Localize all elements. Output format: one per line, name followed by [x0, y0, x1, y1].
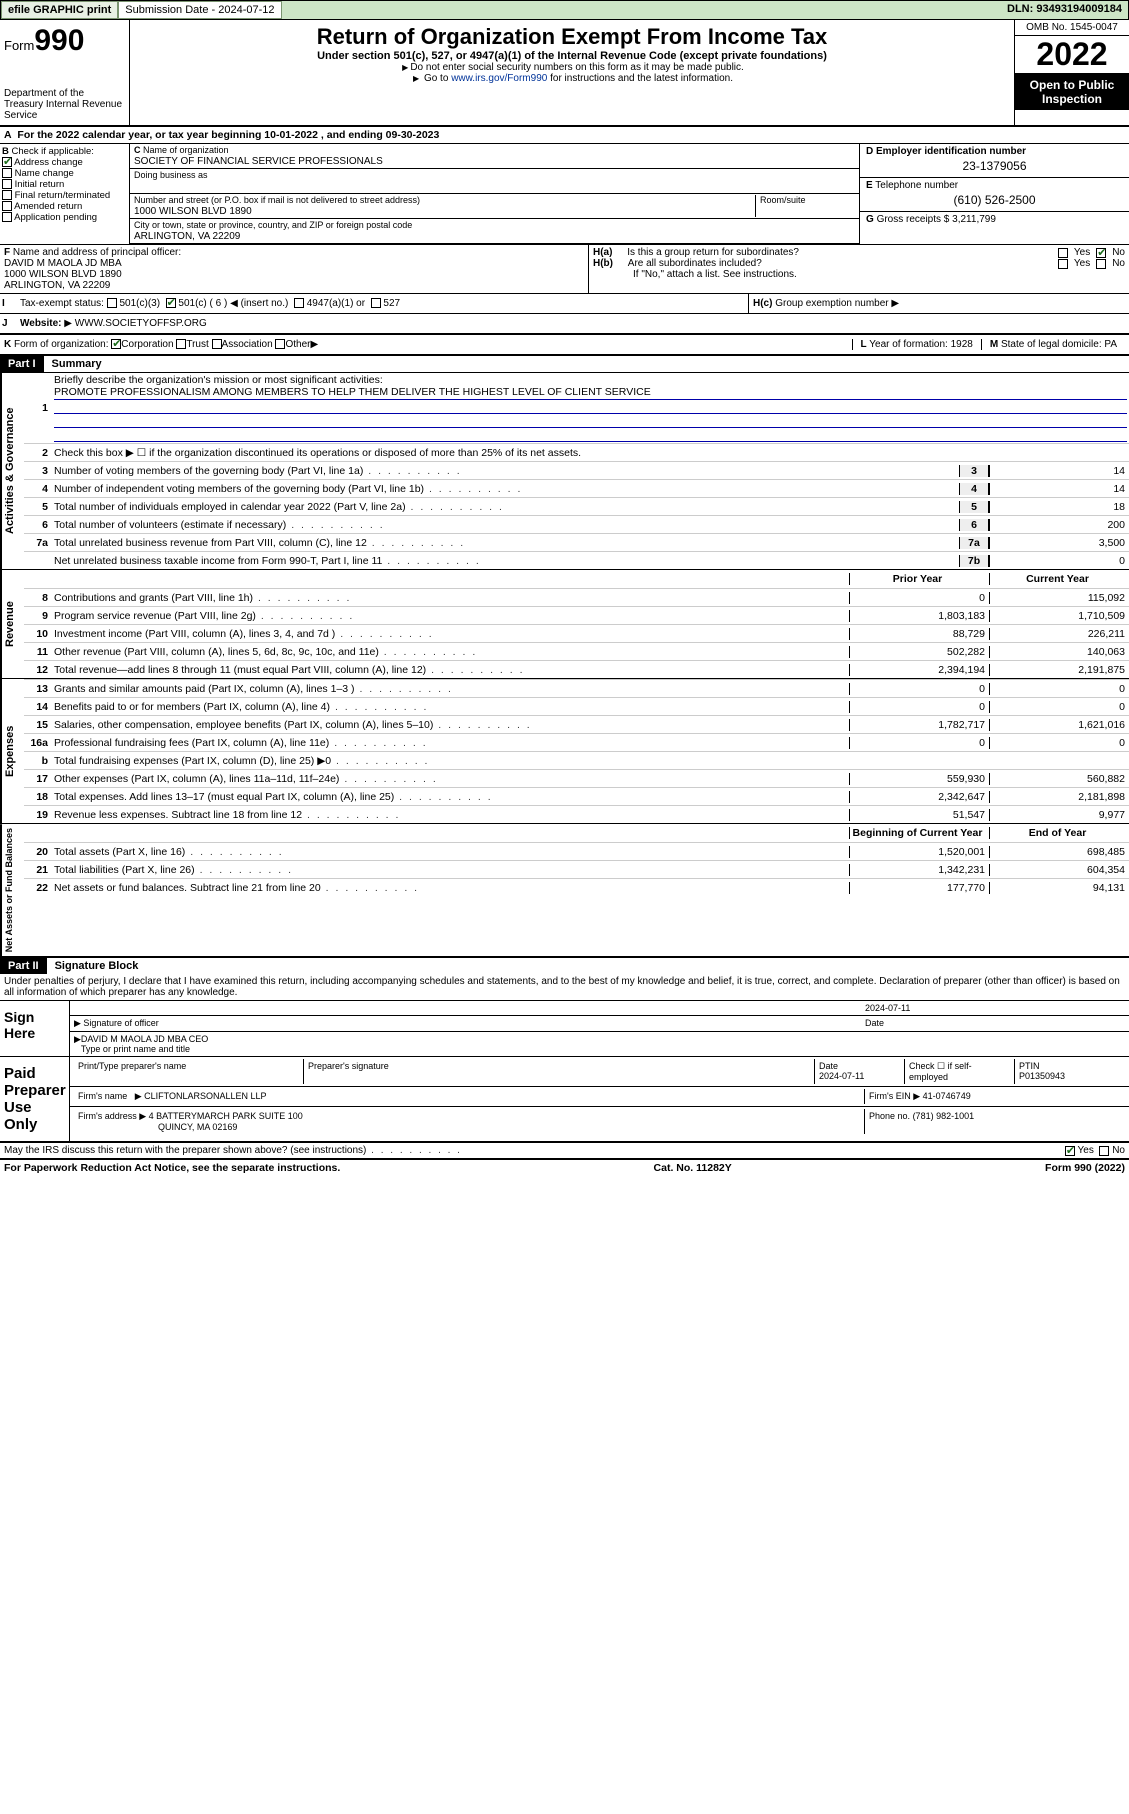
- checkbox-initial-return[interactable]: [2, 179, 12, 189]
- section-fh-row: F Name and address of principal officer:…: [0, 245, 1129, 294]
- side-governance: Activities & Governance: [0, 373, 24, 569]
- checkbox-hb-yes[interactable]: [1058, 259, 1068, 269]
- year-formation: 1928: [951, 339, 973, 350]
- checkbox-assoc[interactable]: [212, 339, 222, 349]
- section-d-right: D Employer identification number23-13790…: [859, 144, 1129, 244]
- officer-sig-name: DAVID M MAOLA JD MBA CEO: [81, 1034, 208, 1044]
- side-expenses: Expenses: [0, 679, 24, 823]
- ptin-value: P01350943: [1019, 1071, 1065, 1081]
- row-j: J Website: ▶ WWW.SOCIETYOFFSP.ORG: [0, 314, 1129, 335]
- website-value: WWW.SOCIETYOFFSP.ORG: [75, 318, 207, 329]
- ssn-warning: Do not enter social security numbers on …: [134, 62, 1010, 73]
- row-k: K Form of organization: Corporation Trus…: [0, 335, 1129, 356]
- org-city: ARLINGTON, VA 22209: [134, 231, 240, 242]
- checkbox-discuss-yes[interactable]: [1065, 1146, 1075, 1156]
- form-subtitle: Under section 501(c), 527, or 4947(a)(1)…: [134, 50, 1010, 62]
- org-street: 1000 WILSON BLVD 1890: [134, 206, 252, 217]
- section-bcd-row: B Check if applicable: Address change Na…: [0, 144, 1129, 245]
- row-i: I Tax-exempt status: 501(c)(3) 501(c) ( …: [0, 294, 1129, 314]
- checkbox-other[interactable]: [275, 339, 285, 349]
- top-toolbar: efile GRAPHIC print Submission Date - 20…: [0, 0, 1129, 20]
- part1-header-row: Part ISummary: [0, 356, 1129, 373]
- checkbox-501c3[interactable]: [107, 298, 117, 308]
- section-b-checkboxes: B Check if applicable: Address change Na…: [0, 144, 130, 244]
- side-netassets: Net Assets or Fund Balances: [0, 824, 24, 956]
- footer: For Paperwork Reduction Act Notice, see …: [0, 1158, 1129, 1176]
- firm-ein: 41-0746749: [923, 1091, 971, 1101]
- section-c-org: C Name of organizationSOCIETY OF FINANCI…: [130, 144, 859, 244]
- link-instructions: Go to www.irs.gov/Form990 for instructio…: [134, 73, 1010, 84]
- checkbox-app-pending[interactable]: [2, 212, 12, 222]
- irs-link[interactable]: www.irs.gov/Form990: [451, 73, 547, 84]
- state-domicile: PA: [1104, 339, 1117, 350]
- checkbox-527[interactable]: [371, 298, 381, 308]
- netassets-block: Net Assets or Fund Balances Beginning of…: [0, 824, 1129, 958]
- paid-preparer-block: Paid Preparer Use Only Print/Type prepar…: [0, 1056, 1129, 1142]
- governance-block: Activities & Governance 1Briefly describ…: [0, 373, 1129, 570]
- checkbox-address-change[interactable]: [2, 157, 12, 167]
- officer-name: DAVID M MAOLA JD MBA: [4, 258, 122, 269]
- tax-year: 2022: [1015, 36, 1129, 74]
- checkbox-final-return[interactable]: [2, 190, 12, 200]
- submission-date: Submission Date - 2024-07-12: [118, 1, 281, 19]
- checkbox-ha-no[interactable]: [1096, 248, 1106, 258]
- checkbox-ha-yes[interactable]: [1058, 248, 1068, 258]
- checkbox-name-change[interactable]: [2, 168, 12, 178]
- line-a-taxyear: A For the 2022 calendar year, or tax yea…: [0, 127, 1129, 144]
- phone-value: (610) 526-2500: [866, 191, 1123, 209]
- form-number: Form990: [4, 24, 125, 58]
- form-header: Form990 Department of the Treasury Inter…: [0, 20, 1129, 127]
- org-name: SOCIETY OF FINANCIAL SERVICE PROFESSIONA…: [134, 156, 383, 167]
- checkbox-hb-no[interactable]: [1096, 259, 1106, 269]
- checkbox-501c[interactable]: [166, 298, 176, 308]
- checkbox-corp[interactable]: [111, 339, 121, 349]
- ein-value: 23-1379056: [866, 157, 1123, 175]
- checkbox-4947[interactable]: [294, 298, 304, 308]
- checkbox-trust[interactable]: [176, 339, 186, 349]
- mission-text: PROMOTE PROFESSIONALISM AMONG MEMBERS TO…: [54, 386, 1127, 400]
- part2-header-row: Part IISignature Block: [0, 958, 1129, 974]
- perjury-declaration: Under penalties of perjury, I declare th…: [0, 974, 1129, 1000]
- firm-name: CLIFTONLARSONALLEN LLP: [144, 1091, 266, 1101]
- discuss-line: May the IRS discuss this return with the…: [0, 1142, 1129, 1158]
- public-inspection-badge: Open to Public Inspection: [1015, 74, 1129, 110]
- checkbox-amended[interactable]: [2, 201, 12, 211]
- gross-receipts: 3,211,799: [952, 214, 996, 225]
- sign-here-block: Sign Here 2024-07-11 Signature of office…: [0, 1000, 1129, 1056]
- dln-label: DLN: 93493194009184: [1001, 1, 1128, 19]
- omb-number: OMB No. 1545-0047: [1015, 20, 1129, 36]
- form-title: Return of Organization Exempt From Incom…: [134, 24, 1010, 50]
- firm-phone: (781) 982-1001: [913, 1111, 975, 1121]
- efile-print-button[interactable]: efile GRAPHIC print: [1, 1, 118, 19]
- expenses-block: Expenses 13Grants and similar amounts pa…: [0, 679, 1129, 824]
- revenue-block: Revenue Prior YearCurrent Year 8Contribu…: [0, 570, 1129, 679]
- dept-label: Department of the Treasury Internal Reve…: [4, 88, 125, 121]
- checkbox-discuss-no[interactable]: [1099, 1146, 1109, 1156]
- side-revenue: Revenue: [0, 570, 24, 678]
